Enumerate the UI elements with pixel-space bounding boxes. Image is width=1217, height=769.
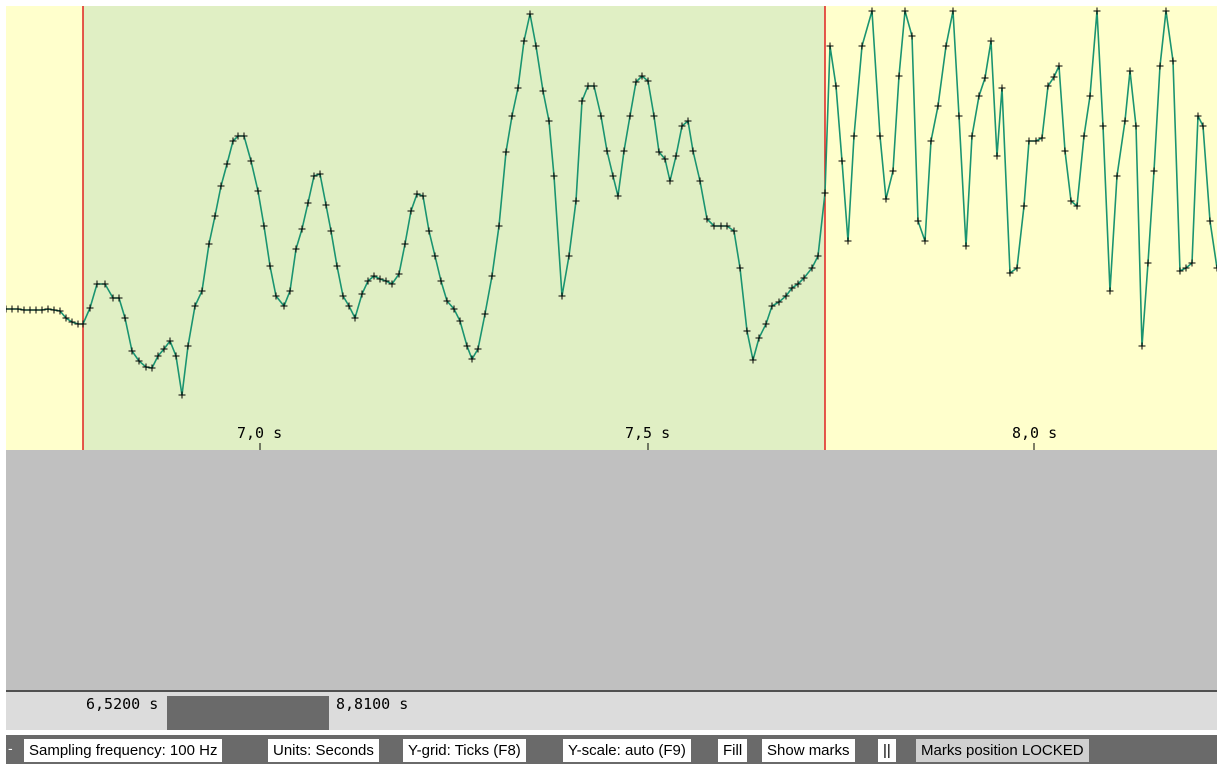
sample-mark bbox=[833, 83, 840, 90]
sample-mark bbox=[1114, 173, 1121, 180]
sample-mark bbox=[915, 218, 922, 225]
waveform-plot[interactable]: 7,0 s 7,5 s 8,0 s bbox=[6, 6, 1217, 450]
sample-mark bbox=[1122, 118, 1129, 125]
sample-mark bbox=[1107, 288, 1114, 295]
sample-mark bbox=[922, 238, 929, 245]
sample-mark bbox=[950, 8, 957, 15]
sample-mark bbox=[869, 8, 876, 15]
sample-mark bbox=[994, 153, 1001, 160]
sample-mark bbox=[27, 307, 34, 314]
sample-mark bbox=[1207, 218, 1214, 225]
sample-mark bbox=[15, 306, 22, 313]
sample-mark bbox=[1100, 123, 1107, 130]
sample-mark bbox=[1127, 68, 1134, 75]
sample-mark bbox=[45, 306, 52, 313]
status-y-scale[interactable]: Y-scale: auto (F9) bbox=[562, 738, 692, 763]
status-separator[interactable]: || bbox=[877, 738, 897, 763]
sample-mark bbox=[1062, 148, 1069, 155]
sample-mark bbox=[877, 133, 884, 140]
sample-mark bbox=[1163, 8, 1170, 15]
range-scroll-thumb[interactable] bbox=[167, 696, 329, 730]
sample-mark bbox=[1151, 168, 1158, 175]
sample-mark bbox=[51, 307, 58, 314]
sample-mark bbox=[935, 103, 942, 110]
sample-mark bbox=[1200, 123, 1207, 130]
sample-mark bbox=[963, 243, 970, 250]
range-start-label: 6,5200 s bbox=[86, 695, 158, 713]
sample-mark bbox=[1094, 8, 1101, 15]
sample-mark bbox=[1195, 113, 1202, 120]
waveform-svg[interactable]: 7,0 s 7,5 s 8,0 s bbox=[6, 6, 1217, 450]
sample-mark bbox=[976, 93, 983, 100]
sample-mark bbox=[851, 133, 858, 140]
status-marks-position-locked[interactable]: Marks position LOCKED bbox=[915, 738, 1090, 763]
status-bar: - Sampling frequency: 100 Hz Units: Seco… bbox=[6, 735, 1217, 764]
sample-mark bbox=[969, 133, 976, 140]
sample-mark bbox=[902, 8, 909, 15]
status-show-marks[interactable]: Show marks bbox=[761, 738, 856, 763]
status-sampling-frequency[interactable]: Sampling frequency: 100 Hz bbox=[23, 738, 223, 763]
sample-mark bbox=[890, 168, 897, 175]
sample-mark bbox=[1145, 260, 1152, 267]
sample-mark bbox=[883, 196, 890, 203]
status-dash: - bbox=[8, 740, 13, 756]
sample-mark bbox=[33, 307, 40, 314]
sample-mark bbox=[909, 33, 916, 40]
range-end-label: 8,8100 s bbox=[336, 695, 408, 713]
sample-mark bbox=[1081, 133, 1088, 140]
sample-mark bbox=[1056, 63, 1063, 70]
time-range-scrollbar[interactable]: 6,5200 s 8,8100 s bbox=[6, 690, 1217, 730]
sample-mark bbox=[1157, 63, 1164, 70]
sample-mark bbox=[1139, 343, 1146, 350]
sample-mark bbox=[1026, 138, 1033, 145]
sample-mark bbox=[999, 85, 1006, 92]
status-units[interactable]: Units: Seconds bbox=[267, 738, 380, 763]
tick-label-7-0: 7,0 s bbox=[237, 424, 282, 442]
sample-mark bbox=[21, 307, 28, 314]
sample-mark bbox=[1087, 93, 1094, 100]
sample-mark bbox=[1033, 138, 1040, 145]
status-y-grid[interactable]: Y-grid: Ticks (F8) bbox=[402, 738, 527, 763]
sample-mark bbox=[1133, 123, 1140, 130]
sample-mark bbox=[1177, 268, 1184, 275]
sample-mark bbox=[982, 75, 989, 82]
sample-mark bbox=[1170, 58, 1177, 65]
sample-mark bbox=[928, 138, 935, 145]
sample-mark bbox=[1021, 203, 1028, 210]
sample-mark bbox=[859, 43, 866, 50]
sample-mark bbox=[827, 43, 834, 50]
sample-mark bbox=[988, 38, 995, 45]
sample-mark bbox=[845, 238, 852, 245]
sample-mark bbox=[9, 306, 16, 313]
status-fill[interactable]: Fill bbox=[717, 738, 748, 763]
sample-mark bbox=[1039, 135, 1046, 142]
tick-label-8-0: 8,0 s bbox=[1012, 424, 1057, 442]
tick-label-7-5: 7,5 s bbox=[625, 424, 670, 442]
sample-mark bbox=[943, 43, 950, 50]
sample-mark bbox=[956, 113, 963, 120]
sample-mark bbox=[39, 307, 46, 314]
sample-mark bbox=[839, 158, 846, 165]
empty-channel-area bbox=[6, 450, 1217, 690]
sample-mark bbox=[896, 73, 903, 80]
